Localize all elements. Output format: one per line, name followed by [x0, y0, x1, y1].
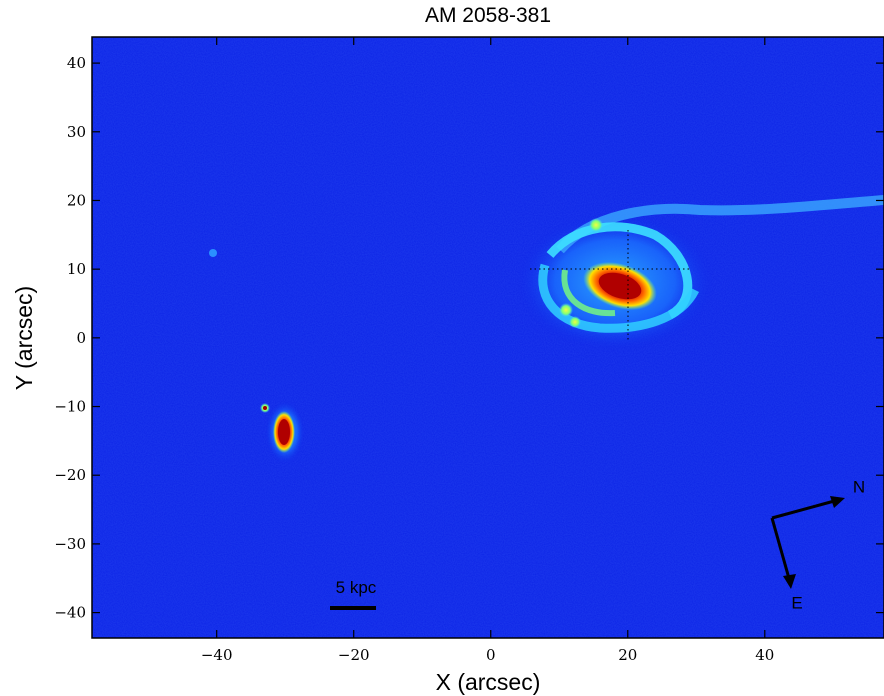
y-axis-label: Y (arcsec) — [11, 286, 37, 390]
x-tick-label: 40 — [755, 646, 774, 664]
x-tick-label: 0 — [486, 646, 496, 664]
y-tick-label: 10 — [67, 260, 86, 278]
x-tick-label: −20 — [338, 646, 370, 664]
east-label: E — [791, 593, 802, 612]
north-label: N — [853, 477, 865, 496]
x-tick-label: −40 — [201, 646, 233, 664]
y-tick-label: 20 — [67, 191, 86, 209]
y-tick-label: −40 — [54, 604, 86, 622]
y-tick-label: −30 — [54, 535, 86, 553]
y-tick-label: −10 — [54, 398, 86, 416]
x-tick-label: 20 — [618, 646, 637, 664]
scale-bar-label: 5 kpc — [336, 578, 377, 597]
y-tick-label: 0 — [76, 329, 86, 347]
chart-title: AM 2058-381 — [425, 4, 551, 27]
y-tick-label: 40 — [67, 54, 86, 72]
x-axis-label: X (arcsec) — [436, 669, 541, 695]
y-tick-label: −20 — [54, 466, 86, 484]
chart: 5 kpc N E AM 2058-381 X (arcsec) Y (arcs… — [0, 0, 884, 696]
y-tick-label: 30 — [67, 123, 86, 141]
sky-image — [92, 37, 884, 638]
